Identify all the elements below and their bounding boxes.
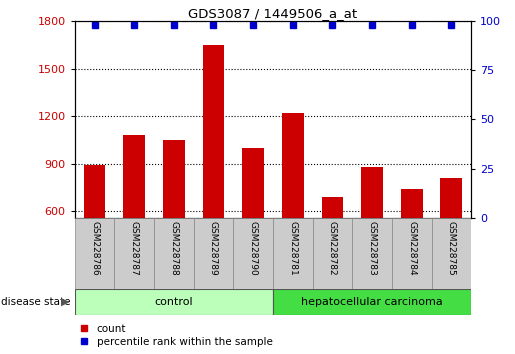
Bar: [163, 140, 185, 218]
Bar: [75, 289, 273, 315]
Title: GDS3087 / 1449506_a_at: GDS3087 / 1449506_a_at: [188, 7, 357, 20]
Text: GSM228786: GSM228786: [90, 221, 99, 276]
Bar: [273, 218, 313, 289]
Bar: [352, 218, 392, 289]
Text: ▶: ▶: [61, 297, 70, 307]
Bar: [361, 167, 383, 218]
Bar: [154, 218, 194, 289]
Bar: [440, 178, 462, 218]
Bar: [321, 197, 344, 218]
Bar: [202, 45, 225, 218]
Bar: [114, 218, 154, 289]
Text: GSM228788: GSM228788: [169, 221, 178, 276]
Bar: [392, 218, 432, 289]
Text: hepatocellular carcinoma: hepatocellular carcinoma: [301, 297, 443, 307]
Text: control: control: [154, 297, 193, 307]
Bar: [123, 135, 145, 218]
Text: GSM228790: GSM228790: [249, 221, 258, 276]
Legend: count, percentile rank within the sample: count, percentile rank within the sample: [80, 324, 272, 347]
Text: GSM228783: GSM228783: [368, 221, 376, 276]
Text: disease state: disease state: [1, 297, 70, 307]
Bar: [194, 218, 233, 289]
Bar: [233, 218, 273, 289]
Text: GSM228781: GSM228781: [288, 221, 297, 276]
Bar: [83, 165, 106, 218]
Bar: [313, 218, 352, 289]
Text: GSM228784: GSM228784: [407, 221, 416, 276]
Text: GSM228785: GSM228785: [447, 221, 456, 276]
Text: GSM228782: GSM228782: [328, 221, 337, 276]
Text: GSM228787: GSM228787: [130, 221, 139, 276]
Text: GSM228789: GSM228789: [209, 221, 218, 276]
Bar: [242, 148, 264, 218]
Bar: [75, 218, 114, 289]
Bar: [401, 189, 423, 218]
Bar: [282, 113, 304, 218]
Bar: [432, 218, 471, 289]
Bar: [273, 289, 471, 315]
